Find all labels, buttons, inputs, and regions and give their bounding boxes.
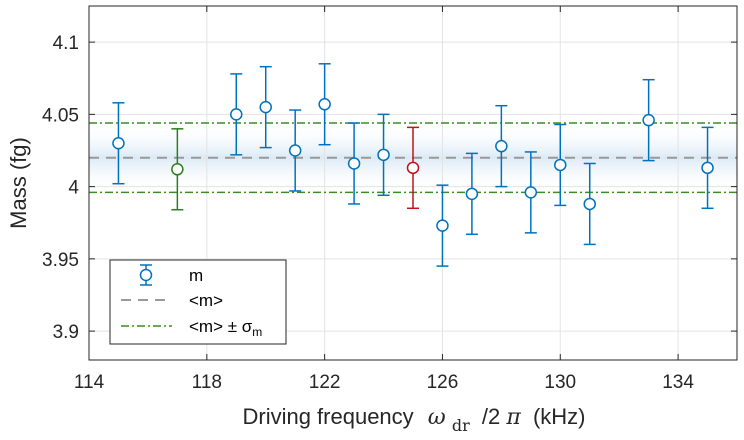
data-point-130 (554, 123, 567, 207)
legend-label-band-main: <m> ± σ (189, 317, 253, 336)
point-marker (230, 108, 243, 121)
point-marker (495, 139, 508, 153)
legend-label-m: m (189, 266, 203, 285)
x-tick-label: 122 (309, 372, 341, 393)
point-marker (701, 161, 714, 175)
legend-label-band: <m> ± σm (189, 317, 262, 339)
data-point-126 (436, 184, 449, 267)
y-axis-ticks: 3.9 3.95 4 4.05 4.1 (42, 33, 737, 343)
x-axis-label-div: /2 (482, 404, 500, 429)
legend-label-mean: <m> (189, 291, 223, 310)
data-point-122 (318, 63, 331, 146)
point-marker (112, 137, 125, 150)
point-marker (347, 157, 361, 170)
point-marker (436, 219, 449, 232)
x-axis-label-unit: (kHz) (533, 404, 586, 429)
x-axis-label-omega: ω (428, 405, 446, 430)
x-axis-label-pi: π (505, 405, 521, 430)
legend-symbol-m (139, 264, 153, 286)
y-tick-label: 4 (68, 178, 79, 199)
point-marker (583, 197, 596, 211)
point-marker (171, 163, 184, 176)
data-point-131 (583, 162, 596, 246)
point-marker (524, 186, 538, 199)
data-point-119 (230, 73, 243, 156)
point-marker (642, 113, 655, 127)
x-axis-label: Driving frequency ω dr /2 π (kHz) (242, 404, 585, 436)
point-marker (465, 187, 479, 201)
x-tick-label: 134 (662, 372, 694, 393)
x-tick-label: 114 (74, 372, 105, 393)
legend-label-band-sub: m (252, 325, 262, 339)
grid (88, 6, 737, 360)
data-point-129 (524, 151, 538, 234)
data-point-125 (406, 126, 420, 210)
y-axis-label: Mass (fg) (6, 137, 31, 229)
point-marker (318, 98, 331, 111)
data-point-135 (701, 126, 714, 210)
x-axis-ticks: 114 118 122 126 130 134 (74, 6, 694, 393)
data-point-115 (112, 102, 125, 185)
data-point-124 (377, 113, 390, 197)
y-tick-label: 4.1 (53, 33, 79, 54)
y-tick-label: 4.05 (42, 105, 79, 126)
x-axis-label-omega-sub: dr (452, 416, 470, 435)
point-marker (288, 144, 302, 157)
x-tick-label: 126 (427, 372, 459, 393)
data-point-120 (259, 65, 272, 149)
y-tick-label: 3.95 (42, 250, 79, 271)
x-tick-label: 118 (192, 372, 222, 393)
legend: m <m> <m> ± σm (109, 259, 287, 345)
data-point-123 (347, 122, 361, 205)
data-point-121 (288, 109, 302, 192)
point-marker (554, 158, 567, 172)
data-point-133 (642, 78, 655, 162)
point-marker (406, 161, 420, 175)
x-axis-label-main: Driving frequency (242, 404, 413, 429)
legend-box (109, 259, 287, 345)
x-tick-label: 130 (544, 372, 576, 393)
point-marker (377, 148, 390, 162)
data-point-117 (171, 128, 184, 211)
axes-box (88, 5, 738, 361)
data-point-127 (465, 152, 479, 236)
data-point-128 (495, 104, 508, 188)
data-points (112, 63, 714, 267)
y-tick-label: 3.9 (53, 322, 79, 343)
point-marker (259, 100, 272, 114)
